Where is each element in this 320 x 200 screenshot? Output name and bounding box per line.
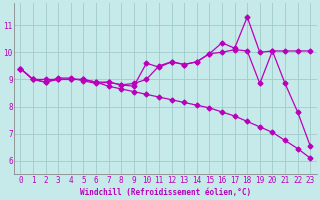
X-axis label: Windchill (Refroidissement éolien,°C): Windchill (Refroidissement éolien,°C)	[80, 188, 251, 197]
